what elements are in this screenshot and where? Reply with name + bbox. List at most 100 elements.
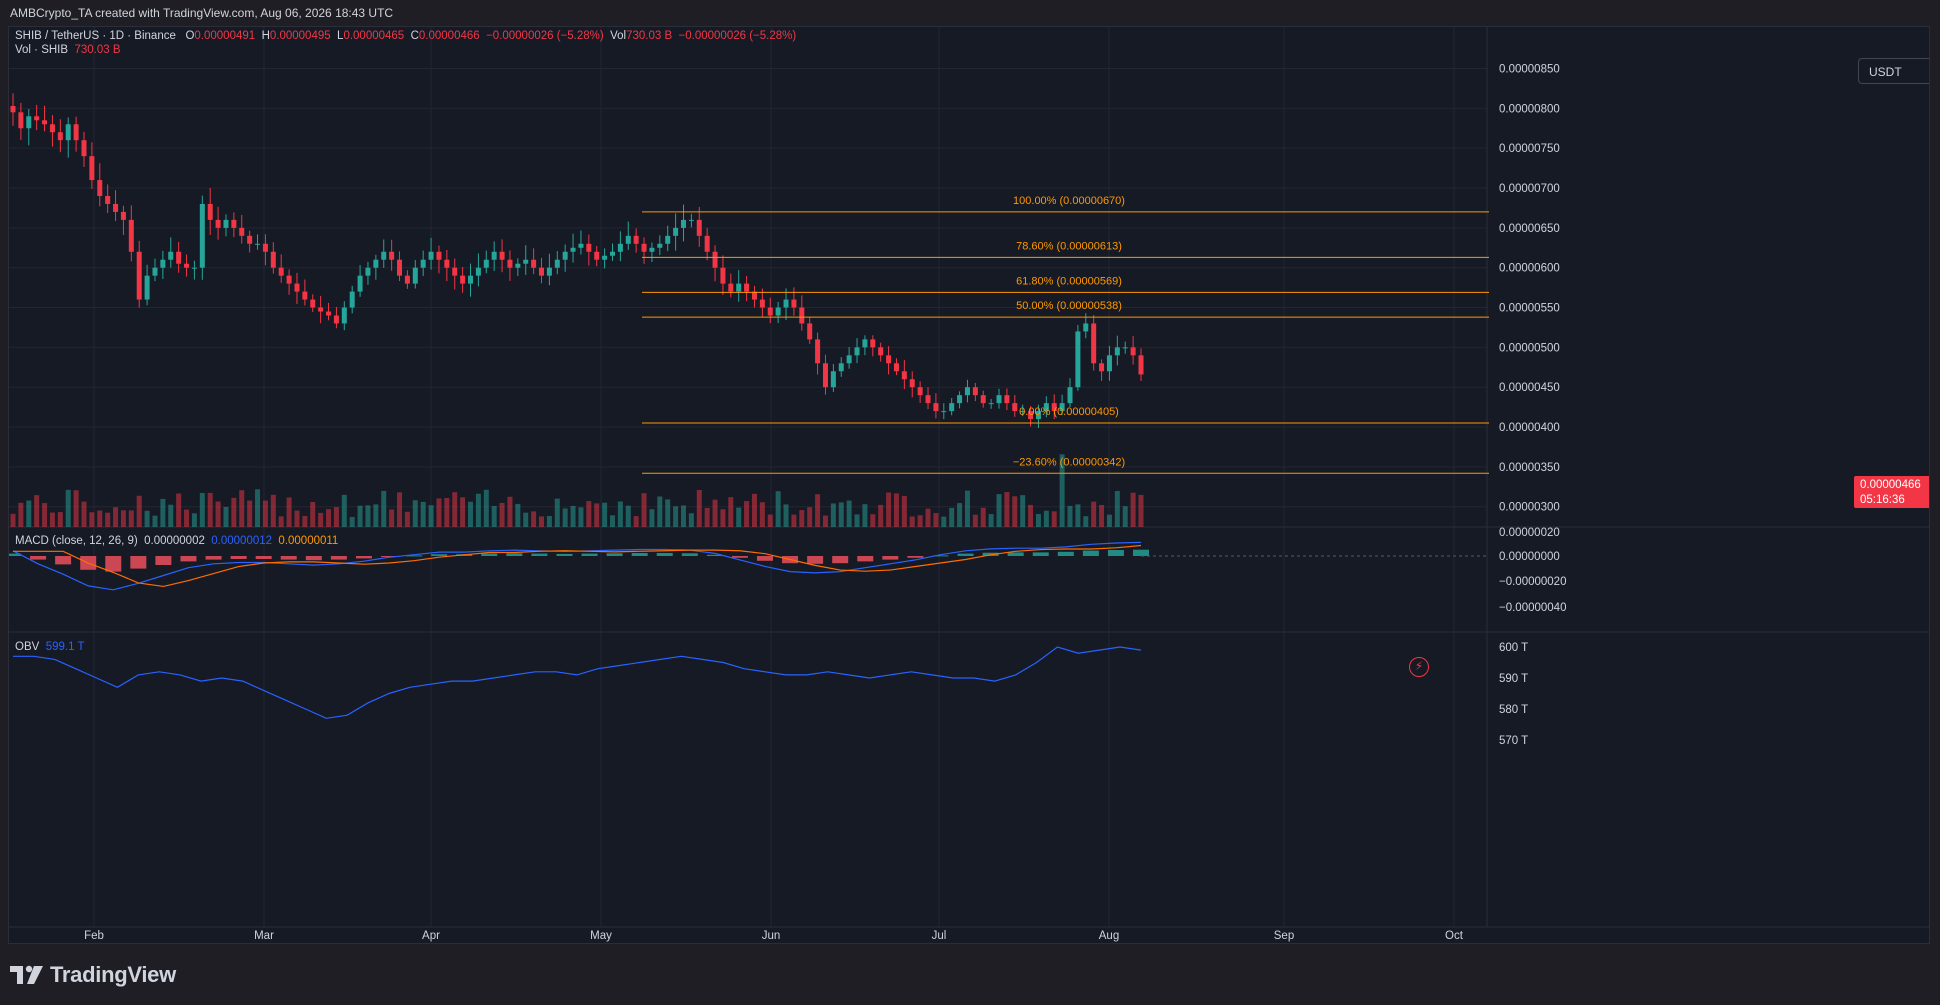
macd-label[interactable]: MACD (close, 12, 26, 9)	[15, 535, 138, 547]
candle-body	[10, 105, 16, 113]
fib-level-label: 78.60% (0.00000613)	[1016, 240, 1122, 252]
candle-body	[649, 247, 655, 252]
volume-bar	[822, 515, 828, 527]
volume-bar	[255, 489, 261, 527]
volume-bar	[1099, 504, 1105, 527]
volume-bar	[870, 514, 876, 527]
volume-bar	[105, 512, 111, 527]
footer-brand[interactable]: TradingView	[10, 962, 176, 988]
volume-bar	[815, 494, 821, 527]
volume-bar	[949, 507, 955, 527]
candle-body	[468, 275, 474, 284]
brand-name: TradingView	[50, 962, 176, 987]
volume-bar	[184, 509, 190, 527]
candle-body	[1020, 411, 1026, 413]
candle-body	[617, 243, 623, 252]
volume-bar	[199, 492, 205, 527]
chart-frame[interactable]: 0.00000850 0.00000800 0.00000750 0.00000700…	[8, 26, 1930, 944]
candle-body	[349, 291, 355, 308]
candle-body	[1130, 347, 1136, 356]
volume-bar	[901, 495, 907, 527]
candle-body	[1099, 363, 1105, 372]
volume-bar	[1012, 496, 1018, 527]
obv-tick-label: 570 T	[1499, 735, 1528, 747]
volume-bar	[168, 504, 174, 527]
volume-bar	[578, 507, 584, 527]
candle-body	[744, 283, 750, 292]
volume-bar	[239, 490, 245, 527]
volume-bar	[1043, 510, 1049, 527]
candle-body	[941, 411, 947, 413]
candle-body	[286, 275, 292, 284]
candle-body	[838, 363, 844, 372]
volume-bar	[1138, 494, 1144, 527]
volume-bar	[586, 501, 592, 527]
macd-histogram-bar	[1133, 549, 1149, 556]
candle-body	[767, 307, 773, 316]
candle-body	[404, 275, 410, 284]
candle-body	[270, 251, 276, 268]
volume-bar	[128, 510, 134, 527]
candle-body	[570, 247, 576, 252]
candle-body	[609, 251, 615, 256]
candle-body	[452, 267, 458, 276]
volume-bar	[1091, 501, 1097, 527]
obv-value: 599.1 T	[45, 641, 85, 653]
candle-body	[1138, 355, 1144, 375]
bolt-icon[interactable]: ⚡	[1409, 657, 1429, 677]
macd-histogram-bar	[130, 556, 147, 569]
volume-bar	[475, 493, 481, 527]
candle-body	[673, 227, 679, 236]
candle-body	[980, 395, 986, 404]
candle-body	[42, 120, 48, 125]
candle-body	[1114, 347, 1120, 356]
volume-bar	[625, 505, 631, 527]
volume-bar	[1035, 514, 1041, 527]
time-tick-label: Mar	[254, 930, 274, 942]
low-value: 0.00000465	[343, 30, 405, 42]
currency-button[interactable]: USDT	[1858, 58, 1929, 84]
close-value: 0.00000466	[418, 30, 480, 42]
candle-body	[562, 251, 568, 260]
volume-bar	[81, 501, 87, 527]
macd-histogram-bar	[55, 556, 72, 565]
volume-bar	[34, 495, 40, 527]
obv-label[interactable]: OBV	[15, 641, 40, 653]
macd-histogram-bar	[581, 553, 598, 556]
volume-bar	[830, 503, 836, 527]
candle-body	[1067, 387, 1073, 404]
obv-tick-label: 580 T	[1499, 704, 1528, 716]
candle-body	[1051, 403, 1057, 412]
candle-body	[507, 259, 513, 268]
time-tick-label: Jul	[932, 930, 947, 942]
macd-tick-label: 0.00000020	[1499, 527, 1560, 539]
chart-canvas[interactable]: 0.00000850 0.00000800 0.00000750 0.00000700…	[9, 27, 1930, 944]
volume-bar	[1004, 492, 1010, 527]
volume-bar	[373, 504, 379, 527]
volume-bar	[270, 494, 276, 527]
candle-body	[696, 219, 702, 236]
obv-line	[13, 646, 1142, 719]
candle-body	[1035, 411, 1041, 420]
symbol-label[interactable]: SHIB / TetherUS · 1D · Binance	[15, 30, 176, 42]
volume-bar	[247, 500, 253, 527]
macd-histogram-bar	[1057, 551, 1074, 556]
candle-body	[728, 283, 734, 292]
candle-body	[136, 251, 142, 300]
macd-histogram-bar	[807, 556, 824, 564]
volume-series-label[interactable]: Vol · SHIB	[15, 44, 69, 56]
macd-tick-label: −0.00000040	[1499, 602, 1566, 614]
volume-bar	[507, 496, 513, 527]
volume-bar	[807, 507, 813, 527]
candle-body	[1106, 355, 1112, 372]
volume-bar	[452, 492, 458, 527]
volume-bar	[886, 492, 892, 527]
candle-body	[531, 259, 537, 268]
volume-bar	[594, 503, 600, 527]
candle-body	[491, 251, 497, 260]
macd-tick-label: −0.00000020	[1499, 576, 1566, 588]
volume-bar	[1122, 506, 1128, 527]
volume-bar	[89, 512, 95, 527]
candle-body	[294, 283, 300, 292]
candle-body	[602, 255, 608, 260]
